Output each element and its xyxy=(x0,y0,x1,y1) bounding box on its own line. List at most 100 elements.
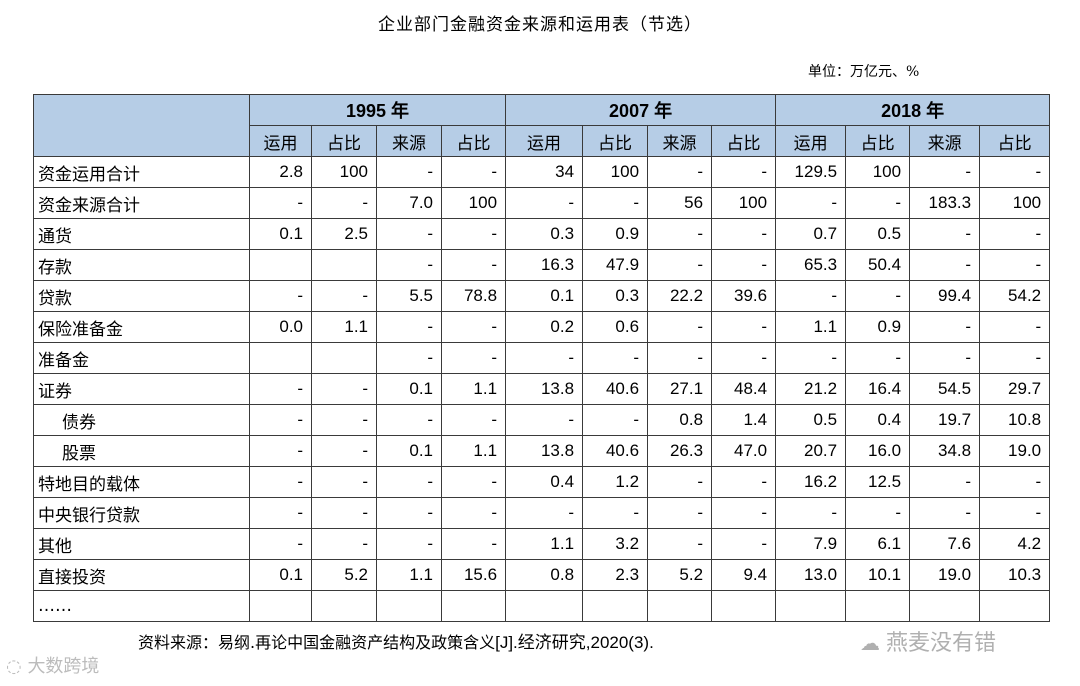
table-cell: 0.3 xyxy=(505,218,584,250)
table-cell: - xyxy=(582,187,649,219)
table-cell: 1.2 xyxy=(582,466,649,498)
table-cell: 34.8 xyxy=(909,435,981,467)
table-cell: - xyxy=(311,280,377,312)
table-cell: 16.0 xyxy=(845,435,911,467)
table-cell xyxy=(647,590,713,622)
column-header: 运用 xyxy=(505,125,584,157)
table-row: 存款 - -16.3 47.9- -65.3 50.4- - xyxy=(33,249,1051,281)
table-cell: 26.3 xyxy=(647,435,713,467)
table-cell: 16.2 xyxy=(775,466,847,498)
table-cell: 2.8 xyxy=(249,156,312,188)
table-cell: 19.0 xyxy=(909,559,981,591)
column-header: 来源 xyxy=(647,125,713,157)
source-prefix: 资料来源：易纲.再论中国金融资产结构及政策含义 xyxy=(138,633,496,652)
table-cell: 34 xyxy=(505,156,584,188)
table-cell: 6.1 xyxy=(845,528,911,560)
table-cell: 100 xyxy=(845,156,911,188)
table-cell: - xyxy=(909,342,981,374)
table-cell: - xyxy=(647,528,713,560)
table-cell: - xyxy=(440,528,507,560)
table-cell: 0.8 xyxy=(647,404,713,436)
column-header: 运用 xyxy=(249,125,312,157)
table-cell: - xyxy=(647,249,713,281)
column-header: 来源 xyxy=(376,125,442,157)
table-cell: - xyxy=(311,404,377,436)
table-cell: - xyxy=(909,497,981,529)
table-cell: 20.7 xyxy=(775,435,847,467)
table-cell: - xyxy=(845,187,911,219)
table-cell: - xyxy=(249,373,312,405)
table-cell: - xyxy=(249,497,312,529)
table-cell xyxy=(775,590,847,622)
table-cell: - xyxy=(249,435,312,467)
table-cell: 10.8 xyxy=(979,404,1051,436)
table-cell: 100 xyxy=(440,187,507,219)
table-cell: - xyxy=(440,311,507,343)
row-label: 保险准备金 xyxy=(33,311,250,343)
table-cell: - xyxy=(647,497,713,529)
table-cell: - xyxy=(979,497,1051,529)
table-cell: 10.3 xyxy=(979,559,1051,591)
table-cell: 99.4 xyxy=(909,280,981,312)
table-cell xyxy=(311,249,377,281)
table-cell: 19.7 xyxy=(909,404,981,436)
table-cell: 0.9 xyxy=(582,218,649,250)
table-cell: 22.2 xyxy=(647,280,713,312)
table-cell: - xyxy=(909,218,981,250)
column-header: 占比 xyxy=(440,125,507,157)
table-cell: 3.2 xyxy=(582,528,649,560)
table-cell: 39.6 xyxy=(711,280,777,312)
source-note: 资料来源：易纲.再论中国金融资产结构及政策含义[J].经济研究,2020(3). xyxy=(138,628,654,653)
table-cell: 27.1 xyxy=(647,373,713,405)
table-cell: - xyxy=(376,466,442,498)
row-label: 证券 xyxy=(33,373,250,405)
table-cell: - xyxy=(979,249,1051,281)
table-cell: - xyxy=(979,311,1051,343)
table-cell: - xyxy=(909,249,981,281)
table-cell: 16.3 xyxy=(505,249,584,281)
table-cell: - xyxy=(376,528,442,560)
table-cell xyxy=(440,590,507,622)
table-cell: - xyxy=(376,249,442,281)
table-cell: - xyxy=(582,342,649,374)
table-cell xyxy=(249,590,312,622)
year-header-2018: 2018 年 xyxy=(775,94,1051,126)
table-cell: 78.8 xyxy=(440,280,507,312)
table-cell: 1.1 xyxy=(440,435,507,467)
table-cell: - xyxy=(311,466,377,498)
table-cell: - xyxy=(845,342,911,374)
table-cell xyxy=(582,590,649,622)
table-cell: 0.1 xyxy=(249,218,312,250)
table-cell: - xyxy=(440,342,507,374)
table-cell: 0.1 xyxy=(249,559,312,591)
table-cell: 0.9 xyxy=(845,311,911,343)
table-cell: 1.1 xyxy=(505,528,584,560)
column-header: 运用 xyxy=(775,125,847,157)
table-cell: 13.8 xyxy=(505,435,584,467)
table-cell: - xyxy=(440,249,507,281)
table-cell: - xyxy=(376,156,442,188)
table-cell: 0.0 xyxy=(249,311,312,343)
table-row: 准备金 - - - - - - - - - - xyxy=(33,342,1051,374)
table-cell: - xyxy=(311,435,377,467)
row-label: 直接投资 xyxy=(33,559,250,591)
row-label: 债券 xyxy=(33,404,250,436)
table-cell: - xyxy=(845,497,911,529)
table-cell: 0.4 xyxy=(845,404,911,436)
table-cell: - xyxy=(711,218,777,250)
table-row: 资金来源合计 - -7.0 100- -56 100- -183.3 100 xyxy=(33,187,1051,219)
table-cell: 0.1 xyxy=(505,280,584,312)
table-cell: - xyxy=(311,373,377,405)
table-cell: - xyxy=(376,342,442,374)
table-cell: 183.3 xyxy=(909,187,981,219)
table-cell: - xyxy=(711,342,777,374)
table-cell: 54.5 xyxy=(909,373,981,405)
table-cell xyxy=(311,590,377,622)
table-cell: 19.0 xyxy=(979,435,1051,467)
wechat-icon: ☁ xyxy=(860,631,880,655)
table-cell: 5.2 xyxy=(311,559,377,591)
table-cell: - xyxy=(376,404,442,436)
table-row: 证券 - -0.1 1.1 13.8 40.6 27.1 48.4 21.2 16.4 54.5 29… xyxy=(33,373,1051,405)
source-suffix: [J].经济研究,2020(3). xyxy=(495,633,654,652)
column-header: 占比 xyxy=(979,125,1051,157)
